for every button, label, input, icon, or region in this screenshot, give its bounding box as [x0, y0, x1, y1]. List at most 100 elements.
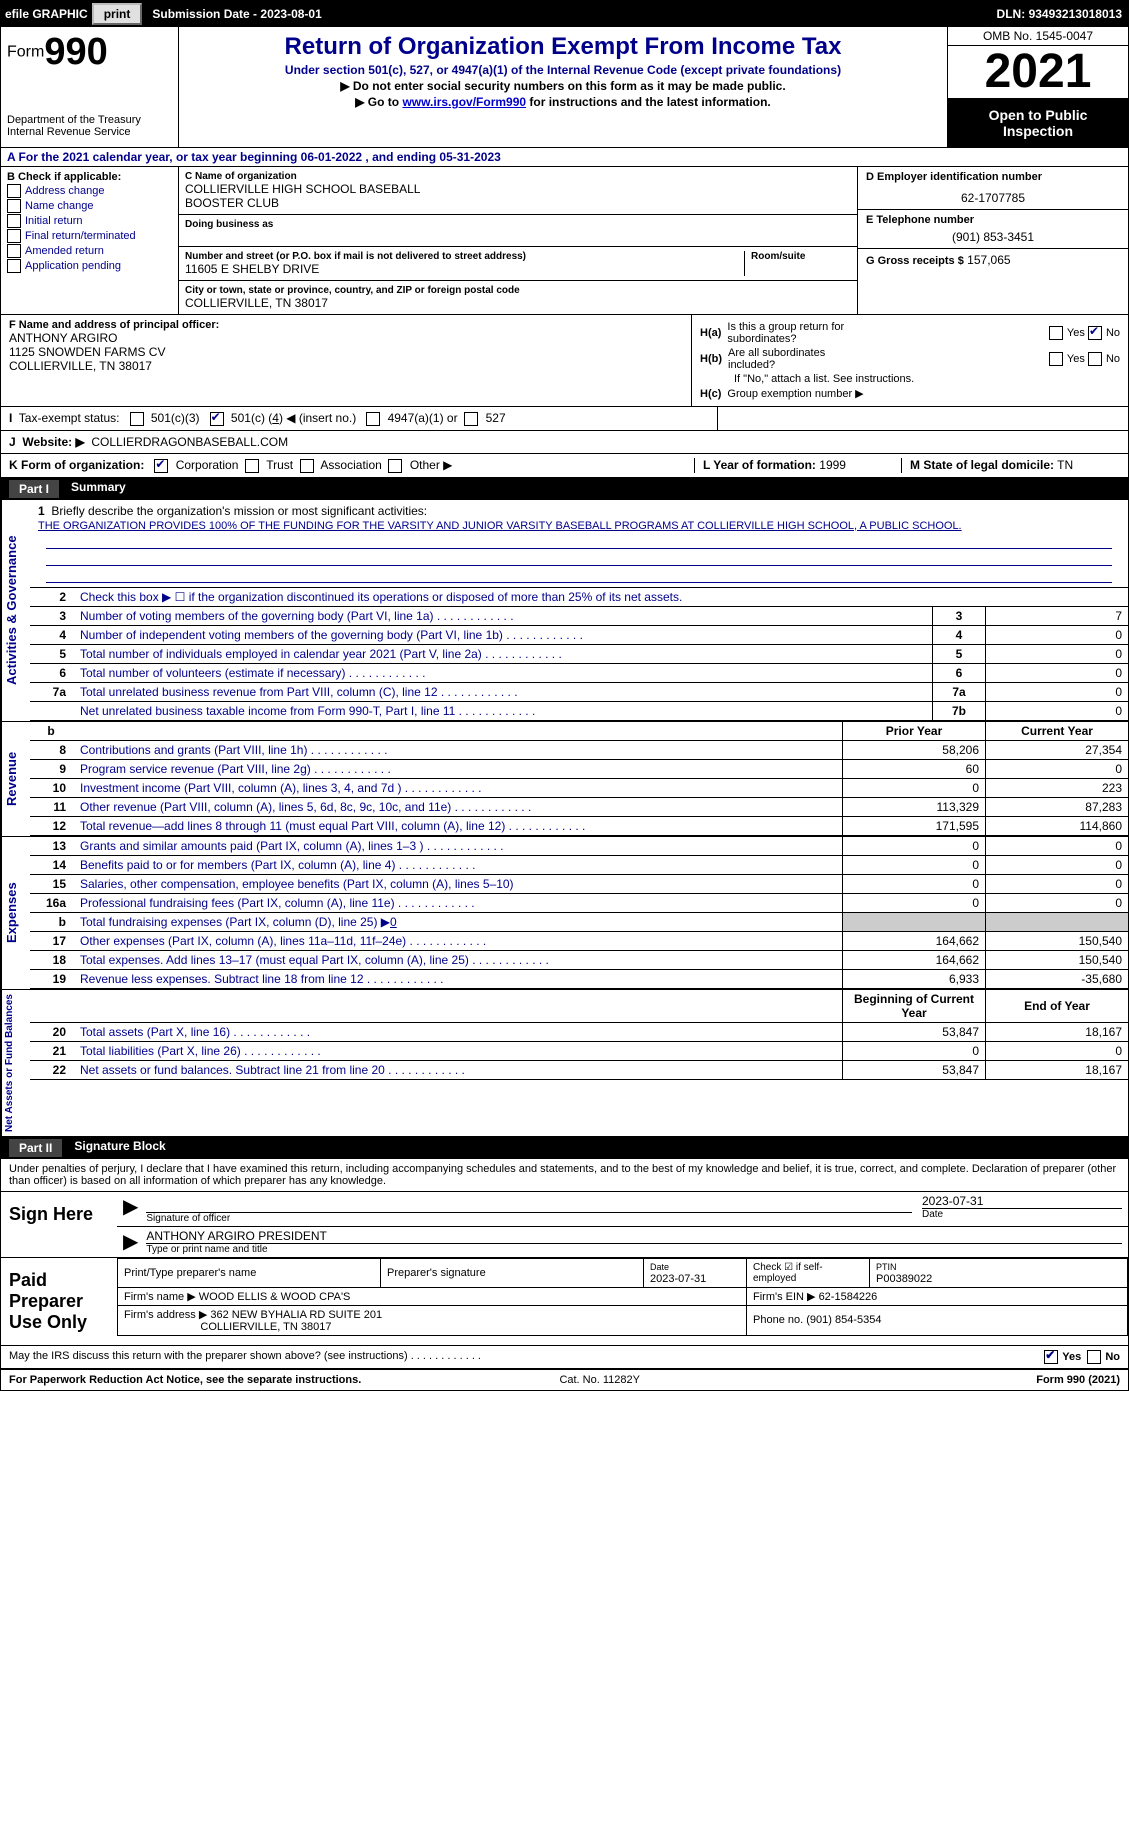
ha-yes-no[interactable]: Yes No [1049, 326, 1120, 340]
chk-application-pending[interactable]: Application pending [7, 259, 172, 273]
table-row: bTotal fundraising expenses (Part IX, co… [30, 912, 1128, 931]
irs-label: Internal Revenue Service [7, 126, 172, 138]
box-f: F Name and address of principal officer:… [1, 315, 692, 406]
chk-association[interactable] [300, 459, 314, 473]
arrow-icon: ▶ [123, 1229, 138, 1255]
chk-initial-return[interactable]: Initial return [7, 214, 172, 228]
cat-number: Cat. No. 11282Y [559, 1374, 640, 1386]
irs-link[interactable]: www.irs.gov/Form990 [402, 95, 526, 109]
top-bar: efile GRAPHIC print Submission Date - 20… [1, 1, 1128, 27]
penalties-text: Under penalties of perjury, I declare th… [1, 1159, 1128, 1192]
department-label: Department of the Treasury [7, 114, 172, 126]
arrow-icon: ▶ [123, 1194, 138, 1224]
box-h: H(a) Is this a group return forsubordina… [692, 315, 1128, 406]
telephone: (901) 853-3451 [866, 226, 1120, 244]
netassets-table: Beginning of Current YearEnd of Year 20T… [30, 990, 1128, 1080]
table-row: 3Number of voting members of the governi… [30, 606, 1128, 625]
table-row: 16aProfessional fundraising fees (Part I… [30, 893, 1128, 912]
chk-address-change[interactable]: Address change [7, 184, 172, 198]
website: COLLIERDRAGONBASEBALL.COM [91, 435, 288, 449]
table-row: 17Other expenses (Part IX, column (A), l… [30, 931, 1128, 950]
table-row: 9Program service revenue (Part VIII, lin… [30, 759, 1128, 778]
revenue-section: Revenue bPrior YearCurrent Year 8Contrib… [1, 722, 1128, 837]
table-row: 5Total number of individuals employed in… [30, 644, 1128, 663]
table-row: 15Salaries, other compensation, employee… [30, 874, 1128, 893]
row-klm: K Form of organization: Corporation Trus… [1, 454, 1128, 478]
table-row: Net unrelated business taxable income fr… [30, 701, 1128, 720]
box-b: B Check if applicable: Address change Na… [1, 167, 179, 314]
chk-501c[interactable] [210, 412, 224, 426]
form-subtitle: Under section 501(c), 527, or 4947(a)(1)… [187, 63, 939, 77]
state-domicile: TN [1057, 458, 1073, 472]
table-row: 13Grants and similar amounts paid (Part … [30, 837, 1128, 856]
year-formation: 1999 [819, 458, 846, 472]
expenses-table: 13Grants and similar amounts paid (Part … [30, 837, 1128, 989]
hb-yes-no[interactable]: Yes No [1049, 352, 1120, 366]
part-1-header: Part I Summary [1, 478, 1128, 500]
form-footer: For Paperwork Reduction Act Notice, see … [1, 1370, 1128, 1390]
netassets-section: Net Assets or Fund Balances Beginning of… [1, 990, 1128, 1137]
box-d: D Employer identification number 62-1707… [857, 167, 1128, 314]
activities-vert-label: Activities & Governance [1, 500, 30, 721]
table-row: 12Total revenue—add lines 8 through 11 (… [30, 816, 1128, 835]
table-row: 14Benefits paid to or for members (Part … [30, 855, 1128, 874]
form-note-link: ▶ Go to www.irs.gov/Form990 for instruct… [187, 95, 939, 109]
chk-amended-return[interactable]: Amended return [7, 244, 172, 258]
print-button[interactable]: print [92, 3, 143, 25]
sign-date: 2023-07-31 [922, 1194, 1122, 1208]
form-title: Return of Organization Exempt From Incom… [187, 33, 939, 61]
box-j: J Website: ▶ COLLIERDRAGONBASEBALL.COM [1, 431, 1128, 454]
chk-trust[interactable] [245, 459, 259, 473]
table-row: 7aTotal unrelated business revenue from … [30, 682, 1128, 701]
tax-year: 2021 [948, 46, 1128, 99]
box-c: C Name of organization COLLIERVILLE HIGH… [179, 167, 857, 314]
firm-name: WOOD ELLIS & WOOD CPA'S [199, 1291, 351, 1303]
prep-date: 2023-07-31 [650, 1273, 706, 1285]
activities-table: 2Check this box ▶ ☐ if the organization … [30, 588, 1128, 721]
form-ref: Form 990 (2021) [1036, 1374, 1120, 1386]
form-number: Form990 [7, 31, 172, 74]
gross-receipts: 157,065 [967, 253, 1010, 267]
chk-527[interactable] [464, 412, 478, 426]
chk-name-change[interactable]: Name change [7, 199, 172, 213]
table-row: 8Contributions and grants (Part VIII, li… [30, 740, 1128, 759]
activities-section: Activities & Governance 1 Briefly descri… [1, 500, 1128, 722]
dln: DLN: 93493213018013 [997, 7, 1122, 21]
firm-phone: (901) 854-5354 [806, 1314, 881, 1326]
ein: 62-1707785 [866, 183, 1120, 205]
revenue-vert-label: Revenue [1, 722, 30, 836]
principal-officer-name: ANTHONY ARGIRO [9, 331, 683, 345]
may-discuss-yn[interactable]: Yes No [1044, 1350, 1120, 1364]
table-row: 10Investment income (Part VIII, column (… [30, 778, 1128, 797]
firm-ein: 62-1584226 [819, 1291, 878, 1303]
submission-date-label: Submission Date - 2023-08-01 [152, 7, 321, 21]
form-header: Form990 Department of the Treasury Inter… [1, 27, 1128, 148]
section-i: I Tax-exempt status: 501(c)(3) 501(c) (4… [1, 407, 1128, 431]
sign-here-block: Sign Here ▶ Signature of officer 2023-07… [1, 1192, 1128, 1258]
table-row: 18Total expenses. Add lines 13–17 (must … [30, 950, 1128, 969]
chk-4947[interactable] [366, 412, 380, 426]
expenses-section: Expenses 13Grants and similar amounts pa… [1, 837, 1128, 990]
ptin: P00389022 [876, 1273, 932, 1285]
form-note-ssn: ▶ Do not enter social security numbers o… [187, 79, 939, 93]
omb-number: OMB No. 1545-0047 [948, 27, 1128, 46]
paid-preparer-block: Paid Preparer Use Only Print/Type prepar… [1, 1258, 1128, 1346]
table-row: 11Other revenue (Part VIII, column (A), … [30, 797, 1128, 816]
chk-501c3[interactable] [130, 412, 144, 426]
street-address: 11605 E SHELBY DRIVE [185, 262, 744, 276]
table-row: 6Total number of volunteers (estimate if… [30, 663, 1128, 682]
netassets-vert-label: Net Assets or Fund Balances [1, 990, 30, 1136]
part-2-header: Part II Signature Block [1, 1137, 1128, 1159]
expenses-vert-label: Expenses [1, 837, 30, 989]
chk-other[interactable] [388, 459, 402, 473]
chk-corporation[interactable] [154, 459, 168, 473]
may-discuss-row: May the IRS discuss this return with the… [1, 1346, 1128, 1370]
preparer-table: Print/Type preparer's name Preparer's si… [117, 1258, 1128, 1336]
chk-final-return[interactable]: Final return/terminated [7, 229, 172, 243]
revenue-table: bPrior YearCurrent Year 8Contributions a… [30, 722, 1128, 836]
city-state-zip: COLLIERVILLE, TN 38017 [185, 296, 851, 310]
officer-name-title: ANTHONY ARGIRO PRESIDENT [146, 1229, 1122, 1243]
table-row: 22Net assets or fund balances. Subtract … [30, 1060, 1128, 1079]
chk-self-employed[interactable]: Check ☑ if self-employed [747, 1258, 870, 1287]
row-a-tax-year: A For the 2021 calendar year, or tax yea… [1, 148, 1128, 167]
